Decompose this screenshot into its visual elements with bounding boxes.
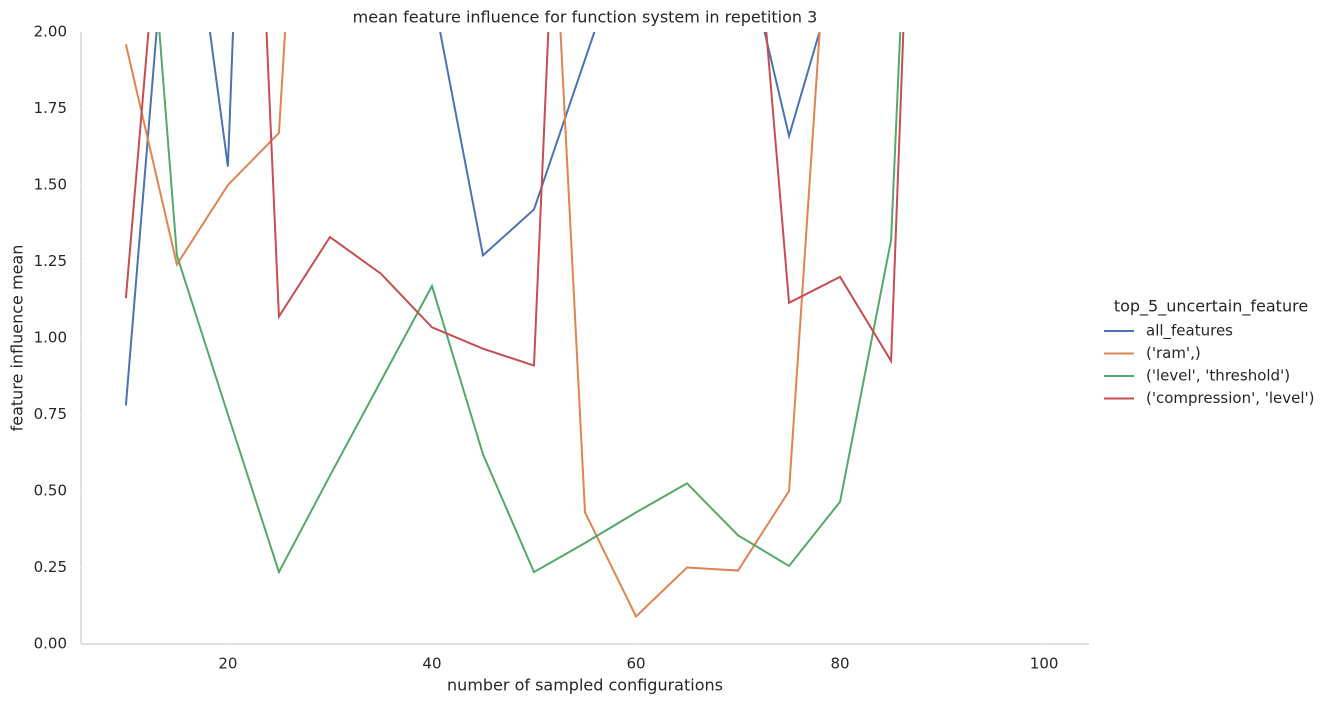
legend-label: ('level', 'threshold') [1146,367,1290,385]
legend-label: all_features [1146,322,1233,341]
y-tick-label: 1.00 [34,329,67,347]
series-line [124,32,821,406]
chart-title: mean feature influence for function syst… [353,8,818,27]
y-tick-label: 0.25 [34,558,67,576]
x-tick-label: 100 [1030,655,1059,673]
y-tick-label: 1.25 [34,252,67,270]
y-tick-label: 1.50 [34,176,67,194]
legend-label: ('ram',) [1146,344,1201,362]
x-tick-label: 60 [626,655,645,673]
y-tick-label: 2.00 [34,23,67,41]
y-tick-label: 1.75 [34,99,67,117]
y-tick-label: 0.75 [34,405,67,423]
y-tick-label: 0.00 [34,635,67,653]
x-tick-label: 20 [218,655,237,673]
x-tick-label: 80 [831,655,850,673]
legend-title: top_5_uncertain_feature [1114,297,1308,317]
y-tick-label: 0.50 [34,482,67,500]
x-tick-label: 40 [422,655,441,673]
legend-label: ('compression', 'level') [1146,389,1315,407]
series-line [124,32,821,619]
x-axis-label: number of sampled configurations [447,676,723,695]
series-line [124,32,905,367]
series-line [158,32,902,575]
y-axis-label: feature influence mean [8,245,27,432]
